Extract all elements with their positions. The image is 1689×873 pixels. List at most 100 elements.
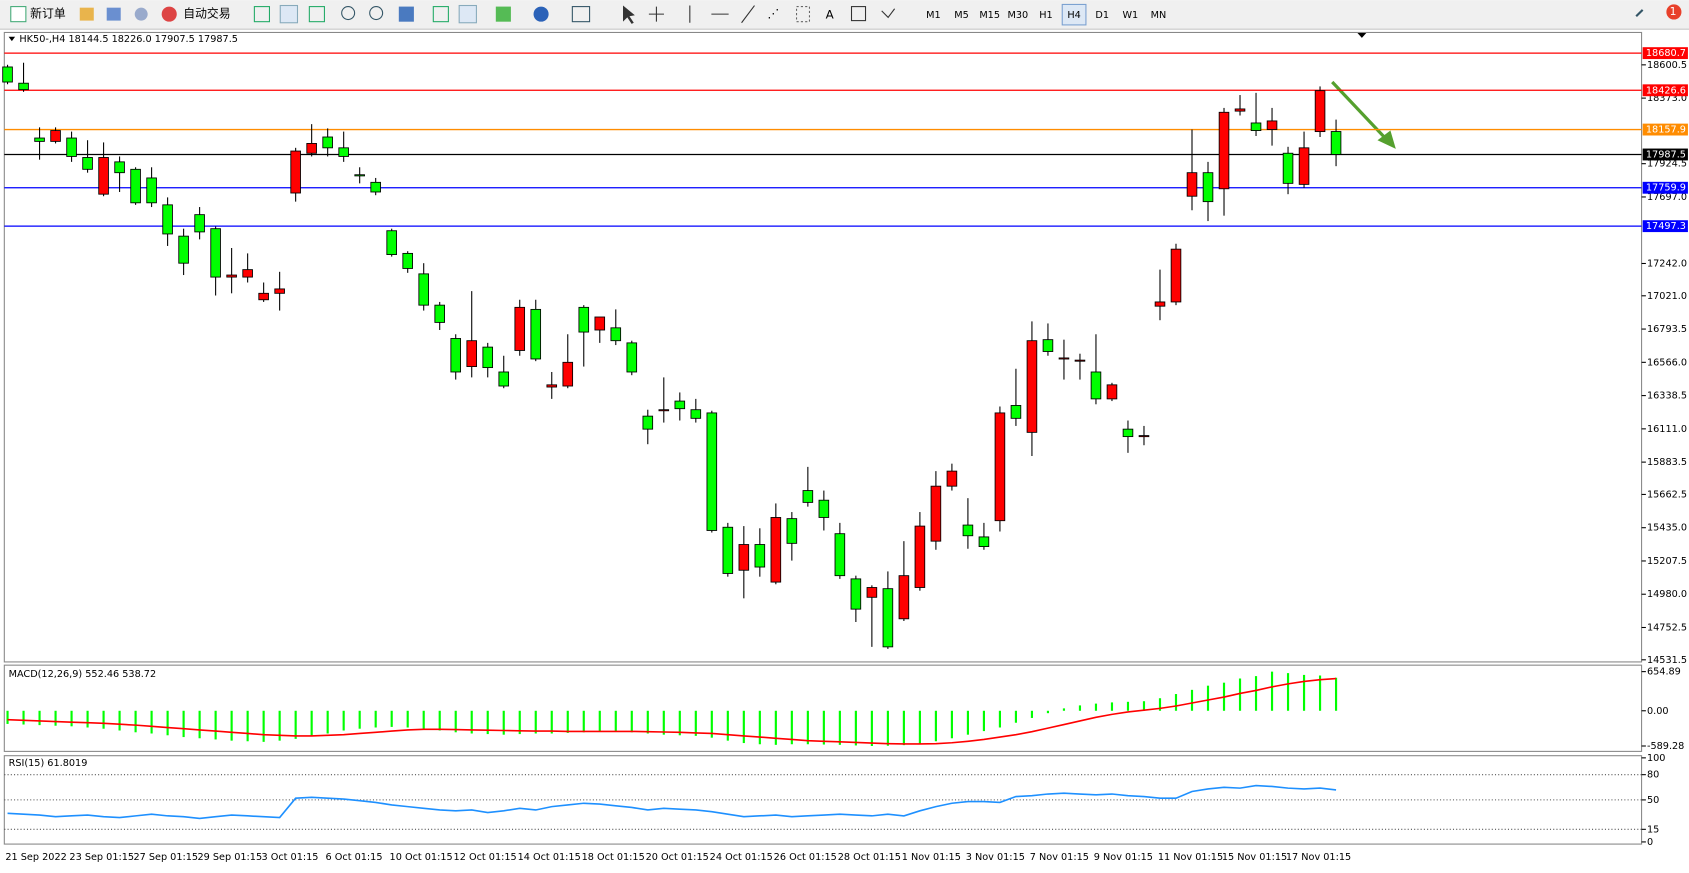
timeframe-active[interactable] <box>1061 3 1087 26</box>
candle-body <box>434 304 445 323</box>
candle-body <box>754 544 766 568</box>
x-tick-label: 11 Nov 01:15 <box>1158 852 1223 863</box>
candle-body <box>850 578 862 610</box>
zoom-in[interactable] <box>341 6 356 21</box>
candle-body <box>1090 371 1102 400</box>
candle-body <box>674 400 686 410</box>
timeframe[interactable]: M30 <box>1007 10 1028 21</box>
x-tick-label: 3 Oct 01:15 <box>261 852 318 863</box>
timeframe[interactable]: D1 <box>1095 10 1109 21</box>
y-tick-label: 15883.5 <box>1647 457 1687 468</box>
candle-body <box>1282 152 1294 184</box>
candle-body <box>498 371 510 387</box>
tool-icon[interactable] <box>795 6 811 23</box>
cursor-tool[interactable] <box>623 5 635 24</box>
text-tool[interactable]: A <box>826 8 834 22</box>
tool-icon[interactable] <box>533 6 549 22</box>
price-level-label: 17759.9 <box>1646 183 1686 194</box>
auto-trading[interactable]: 自动交易 <box>183 7 230 21</box>
x-tick-label: 1 Nov 01:15 <box>902 852 961 863</box>
candle-body <box>2 66 13 83</box>
y-tick-label: 17697.0 <box>1647 192 1687 203</box>
y-tick-label: 0.00 <box>1647 706 1669 717</box>
candle-body <box>994 412 1006 522</box>
tool-icon[interactable] <box>881 8 896 19</box>
search[interactable] <box>1635 9 1644 18</box>
candle-body <box>514 306 526 351</box>
zoom-out[interactable] <box>369 6 384 21</box>
candle-body <box>1122 428 1134 438</box>
candle-body <box>786 518 798 544</box>
signal-line <box>7 677 1337 745</box>
indicator-title: MACD(12,26,9) 552.46 538.72 <box>9 669 157 680</box>
title-marker <box>8 36 16 42</box>
x-tick-label: 21 Sep 2022 <box>5 852 66 863</box>
candle-body <box>82 157 93 170</box>
tool-icon[interactable] <box>458 4 477 24</box>
notification-badge[interactable] <box>1666 4 1682 20</box>
candle-body <box>578 306 590 333</box>
candle-body <box>562 361 574 387</box>
y-tick-label: 17021.0 <box>1647 291 1687 302</box>
tool-icon[interactable] <box>279 4 299 24</box>
candle-body <box>530 308 542 360</box>
tool-icon[interactable] <box>398 6 414 22</box>
y-tick-label: 16566.0 <box>1647 357 1687 368</box>
toolbar: 新订单 自动交易 ⋰ A <box>10 4 1682 24</box>
timeframe[interactable]: M15 <box>979 10 1000 21</box>
timeframe[interactable]: H1 <box>1039 10 1052 21</box>
candle-body <box>1058 357 1070 360</box>
candle-body <box>114 161 125 174</box>
candle-body <box>1202 172 1214 203</box>
y-tick-label: 654.89 <box>1647 667 1681 678</box>
y-tick-label: 50 <box>1647 795 1659 806</box>
arrow-head <box>1377 130 1396 149</box>
tool-icon[interactable] <box>432 6 449 23</box>
new-order-icon[interactable] <box>10 6 27 23</box>
tool-icon[interactable] <box>253 6 271 23</box>
panel <box>3 31 1643 663</box>
tool-icon[interactable] <box>495 6 511 22</box>
x-tick-label: 9 Nov 01:15 <box>1094 852 1153 863</box>
price-level-label: 18680.7 <box>1646 48 1686 59</box>
timeframe[interactable]: MN <box>1151 10 1167 21</box>
candle-body <box>418 273 429 306</box>
notification-count[interactable]: 1 <box>1670 5 1677 18</box>
candle-body <box>1314 90 1326 133</box>
candle-body <box>834 533 846 577</box>
tool-icon[interactable] <box>79 7 94 21</box>
label-tool[interactable] <box>850 6 867 22</box>
candle-body <box>594 316 606 331</box>
candle-body <box>226 274 237 278</box>
timeframe[interactable]: M1 <box>926 10 941 21</box>
tool-icon[interactable] <box>134 7 148 21</box>
candle-body <box>1026 340 1038 433</box>
tool-icon[interactable] <box>106 7 121 21</box>
timeframe[interactable]: M5 <box>954 10 969 21</box>
timeframe[interactable]: H4 <box>1067 10 1080 21</box>
candle-body <box>370 181 381 193</box>
candle-body <box>1298 147 1310 185</box>
line-tools[interactable] <box>689 5 755 24</box>
x-tick-label: 27 Sep 01:15 <box>133 852 198 863</box>
crosshair-tool[interactable] <box>648 6 664 22</box>
candle-body <box>738 544 750 571</box>
arrow <box>1331 80 1390 143</box>
auto-trading-icon[interactable] <box>161 6 177 22</box>
candle-body <box>1234 108 1246 112</box>
tool-icon[interactable]: ⋰ <box>767 7 779 21</box>
x-tick-label: 20 Oct 01:15 <box>646 852 709 863</box>
new-order[interactable]: 新订单 <box>30 7 66 21</box>
candle-body <box>1250 122 1262 132</box>
y-tick-label: 15207.5 <box>1647 556 1687 567</box>
x-tick-label: 10 Oct 01:15 <box>390 852 453 863</box>
y-tick-label: 15662.5 <box>1647 489 1687 500</box>
tool-icon[interactable] <box>308 6 325 23</box>
x-tick-label: 7 Nov 01:15 <box>1030 852 1089 863</box>
timeframe[interactable]: W1 <box>1122 10 1138 21</box>
price-level-box <box>1642 181 1688 194</box>
candle-body <box>450 338 461 373</box>
tool-icon[interactable] <box>571 6 591 23</box>
y-tick-label: 16793.5 <box>1647 324 1687 335</box>
